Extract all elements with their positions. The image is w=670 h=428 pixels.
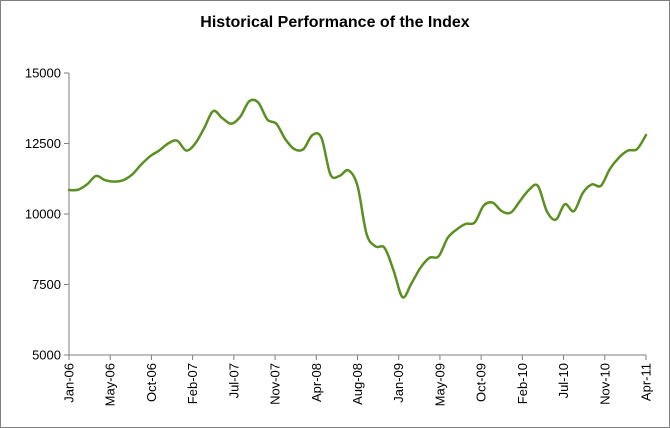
x-tick-label: Aug-08: [350, 363, 365, 405]
x-tick-label: Nov-10: [597, 363, 612, 405]
x-tick-label: Feb-10: [515, 363, 530, 404]
x-tick-label: Apr-08: [309, 363, 324, 402]
chart-title: Historical Performance of the Index: [200, 14, 470, 31]
x-tick-label: Jul-07: [226, 363, 241, 398]
x-tick-label: Nov-07: [268, 363, 283, 405]
x-tick-label: Apr-11: [639, 363, 654, 401]
x-tick-label: Oct-09: [474, 363, 489, 402]
y-tick-label: 7500: [32, 277, 61, 292]
x-tick-label: Oct-06: [144, 363, 159, 402]
y-tick-label: 10000: [25, 207, 61, 222]
x-tick-label: May-09: [432, 363, 447, 406]
x-tick-label: Jan-09: [391, 363, 406, 403]
x-tick-label: May-06: [103, 363, 118, 406]
y-tick-label: 12500: [25, 136, 61, 151]
index-series-line: [67, 98, 648, 299]
y-tick-label: 15000: [25, 66, 61, 81]
y-tick-label: 5000: [32, 348, 61, 363]
x-tick-label: Jan-06: [62, 363, 77, 403]
x-tick-label: Jul-10: [556, 363, 571, 398]
x-tick-label: Feb-07: [185, 363, 200, 404]
